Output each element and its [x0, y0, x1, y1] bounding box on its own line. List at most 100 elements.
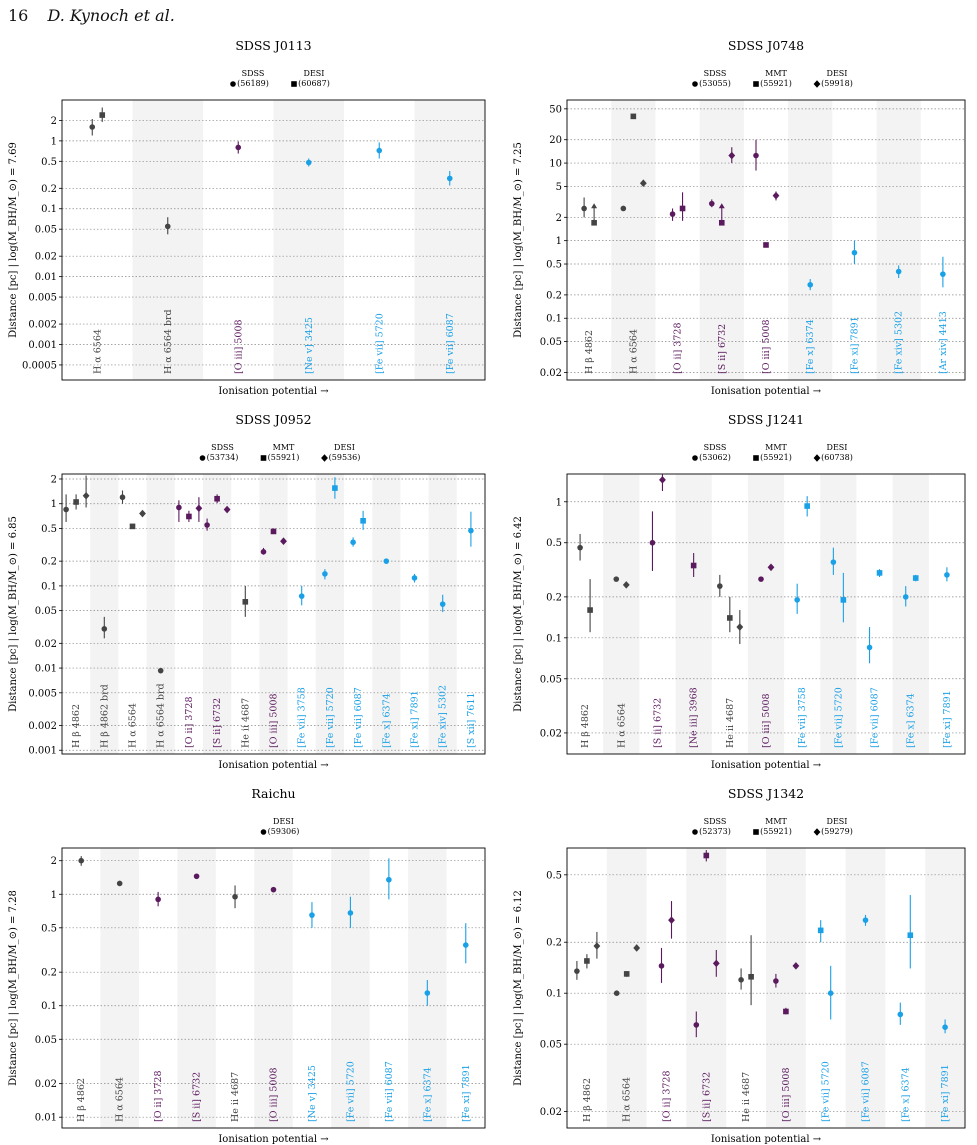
chart-panel: 0.001 0.002 0.005 0.01 0.02 0.05 0.1 0.2 0.5 1 2 SD…	[8, 412, 486, 771]
legend-epoch: (55921)	[268, 453, 300, 462]
diamond-marker	[195, 504, 203, 513]
line-label: H α 6564	[92, 329, 103, 374]
y-tick-label: 20	[549, 135, 562, 146]
legend-epoch: (59536)	[329, 453, 361, 462]
y-tick-label: 0.02	[540, 1107, 562, 1118]
column-band	[611, 100, 656, 380]
circle-marker	[270, 886, 277, 893]
legend-label: DESI	[304, 69, 325, 78]
circle-marker	[386, 876, 392, 883]
line-label: [Fe vii] 5720	[345, 1061, 356, 1122]
y-axis-label: Distance [pc] | log(M_BH/M_⊙) = 6.12	[513, 890, 524, 1086]
line-label: [S ii] 6732	[717, 324, 728, 374]
circle-marker	[230, 81, 236, 87]
y-tick-label: 0.05	[35, 1035, 57, 1046]
circle-marker	[807, 281, 814, 288]
y-tick-label: 0.005	[28, 293, 57, 304]
limit-arrow	[591, 203, 598, 209]
circle-marker	[424, 990, 431, 996]
square-marker	[783, 1008, 789, 1015]
y-tick-label: 0.5	[546, 870, 562, 881]
line-label: [Fe vii] 5720	[374, 313, 385, 374]
square-marker	[817, 927, 824, 934]
diamond-marker	[139, 509, 146, 518]
chart-panel: 0.02 0.05 0.1 0.2 0.5 1 SDSS J1241 SDSS(53062) M…	[513, 412, 966, 771]
circle-marker	[658, 963, 665, 969]
x-axis-label: Ionisation potential →	[218, 386, 329, 397]
y-axis-label: Distance [pc] | log(M_BH/M_⊙) = 7.28	[8, 890, 19, 1086]
column-band	[820, 474, 857, 754]
circle-marker	[176, 504, 182, 511]
line-label: [Fe vii] 6087	[861, 1061, 872, 1122]
circle-marker	[199, 455, 206, 461]
y-tick-label: 2	[556, 213, 562, 224]
circle-marker	[235, 144, 242, 151]
x-axis-label: Ionisation potential →	[711, 386, 822, 397]
line-label: H α 6564	[628, 329, 639, 374]
square-marker	[129, 523, 136, 530]
legend-label: DESI	[827, 817, 848, 826]
diamond-marker	[767, 563, 775, 572]
square-marker	[99, 112, 106, 118]
y-axis-label: Distance [pc] | log(M_BH/M_⊙) = 6.42	[513, 516, 524, 712]
square-marker	[763, 242, 769, 248]
legend-epoch: (59918)	[821, 79, 853, 88]
y-tick-label: 0.01	[35, 272, 57, 283]
circle-marker	[649, 539, 656, 546]
line-label: [Fe xi] 7891	[461, 1064, 472, 1122]
diamond-marker	[712, 959, 720, 968]
circle-marker	[902, 594, 909, 600]
line-label: [Fe x] 6374	[805, 319, 816, 374]
y-tick-label: 0.2	[546, 938, 562, 949]
limit-arrow	[718, 203, 725, 209]
circle-marker	[693, 1022, 700, 1028]
y-tick-label: 0.1	[546, 633, 562, 644]
diamond-marker	[772, 191, 780, 200]
line-label: [Fe xi] 7891	[940, 1064, 951, 1122]
line-label: [Fe vii] 6087	[870, 687, 881, 748]
circle-marker	[78, 857, 85, 864]
column-band	[372, 474, 401, 754]
diamond-marker	[639, 179, 647, 188]
y-tick-label: 0.1	[546, 989, 562, 1000]
line-label: [Fe vii] 3758	[297, 687, 308, 748]
circle-marker	[613, 990, 620, 997]
circle-marker	[383, 558, 390, 564]
y-tick-label: 0.05	[540, 337, 562, 348]
column-band	[699, 100, 744, 380]
legend-epoch: (53062)	[699, 453, 731, 462]
y-axis-label: Distance [pc] | log(M_BH/M_⊙) = 7.69	[8, 142, 19, 338]
square-marker	[703, 852, 710, 859]
square-marker	[584, 958, 590, 964]
line-label: [Fe xi] 7891	[942, 690, 953, 748]
chart-title: Raichu	[251, 786, 295, 801]
circle-marker	[193, 873, 200, 880]
line-label: [Fe xiv] 5302	[894, 311, 905, 374]
circle-marker	[717, 583, 723, 589]
line-label: [Ne v] 3425	[307, 1065, 318, 1122]
y-tick-label: 2	[51, 856, 57, 867]
circle-marker	[439, 601, 446, 607]
x-axis-label: Ionisation potential →	[218, 760, 329, 771]
square-marker	[360, 517, 366, 524]
diamond-marker	[668, 916, 675, 924]
circle-marker	[63, 506, 69, 513]
circle-marker	[446, 175, 453, 182]
square-marker	[332, 485, 338, 491]
line-label: He ii 4687	[725, 698, 736, 748]
diamond-marker	[321, 454, 328, 462]
line-label: [Fe xi] 7891	[410, 690, 421, 748]
y-tick-label: 10	[549, 159, 562, 170]
legend-label: SDSS	[704, 69, 727, 78]
line-label: [S ii] 6732	[701, 1072, 712, 1122]
circle-marker	[119, 494, 126, 501]
legend-label: DESI	[334, 443, 355, 452]
y-tick-label: 0.1	[546, 314, 562, 325]
circle-marker	[468, 527, 474, 534]
line-label: [Ne v] 3425	[304, 317, 315, 374]
y-tick-label: 0.5	[546, 538, 562, 549]
line-label: [O iii] 5008	[761, 693, 772, 748]
legend-label: MMT	[765, 817, 787, 826]
y-tick-label: 0.002	[28, 320, 57, 331]
line-label: He ii 4687	[240, 698, 251, 748]
